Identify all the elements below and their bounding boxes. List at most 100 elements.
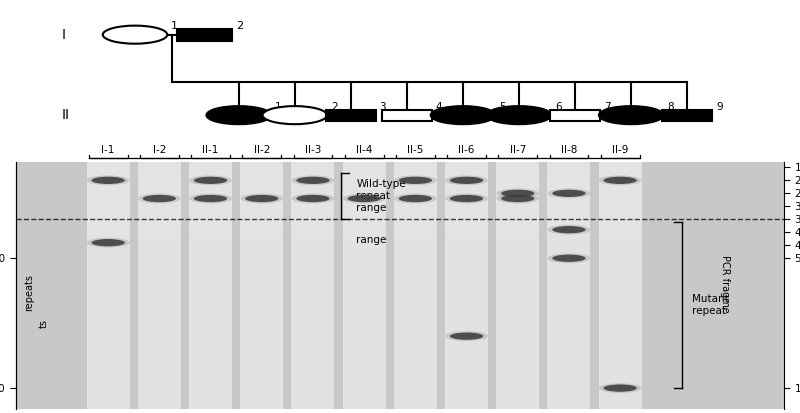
Bar bbox=[547, 268, 590, 274]
Bar bbox=[342, 205, 386, 211]
Bar bbox=[496, 293, 539, 299]
Bar bbox=[291, 322, 334, 328]
Bar bbox=[598, 406, 642, 412]
Bar bbox=[547, 372, 590, 379]
Bar bbox=[342, 389, 386, 395]
Bar bbox=[394, 364, 437, 370]
Bar bbox=[86, 293, 130, 299]
Bar bbox=[342, 301, 386, 307]
Bar bbox=[189, 301, 232, 307]
Bar bbox=[189, 318, 232, 324]
Bar bbox=[291, 326, 334, 332]
Bar bbox=[598, 243, 642, 249]
Bar bbox=[240, 293, 283, 299]
Bar bbox=[394, 339, 437, 345]
Bar bbox=[598, 289, 642, 295]
Bar bbox=[189, 330, 232, 337]
Bar bbox=[342, 356, 386, 362]
Bar bbox=[189, 393, 232, 399]
Bar bbox=[326, 110, 376, 121]
Bar bbox=[240, 192, 283, 199]
Bar bbox=[342, 385, 386, 391]
Text: 1: 1 bbox=[275, 102, 282, 112]
Bar bbox=[291, 263, 334, 270]
Bar bbox=[138, 234, 181, 240]
Bar bbox=[598, 347, 642, 354]
Bar bbox=[86, 162, 130, 409]
Bar bbox=[445, 343, 488, 349]
Bar bbox=[547, 393, 590, 399]
Bar bbox=[598, 184, 642, 190]
Bar bbox=[138, 360, 181, 366]
Bar bbox=[291, 314, 334, 320]
Bar bbox=[189, 364, 232, 370]
Bar bbox=[86, 222, 130, 228]
Bar bbox=[291, 272, 334, 278]
Bar bbox=[138, 159, 181, 165]
Ellipse shape bbox=[206, 106, 271, 124]
Ellipse shape bbox=[292, 176, 334, 185]
Bar bbox=[138, 351, 181, 358]
Bar bbox=[240, 205, 283, 211]
Bar bbox=[342, 272, 386, 278]
Bar bbox=[496, 176, 539, 182]
Bar bbox=[240, 176, 283, 182]
Bar bbox=[662, 110, 712, 121]
Bar bbox=[138, 393, 181, 399]
Bar bbox=[598, 222, 642, 228]
Bar bbox=[394, 180, 437, 186]
Bar bbox=[547, 171, 590, 178]
Bar bbox=[598, 318, 642, 324]
Bar bbox=[342, 401, 386, 408]
Text: 1: 1 bbox=[171, 21, 178, 31]
Bar bbox=[598, 259, 642, 266]
Bar bbox=[342, 162, 386, 409]
Bar bbox=[240, 226, 283, 232]
Bar bbox=[240, 272, 283, 278]
Bar bbox=[86, 201, 130, 207]
Bar bbox=[547, 389, 590, 395]
Bar bbox=[547, 406, 590, 412]
Bar bbox=[445, 301, 488, 307]
Bar bbox=[138, 201, 181, 207]
Bar bbox=[598, 251, 642, 257]
Bar bbox=[189, 347, 232, 354]
Bar bbox=[240, 263, 283, 270]
Bar bbox=[291, 377, 334, 383]
Bar bbox=[86, 251, 130, 257]
Bar bbox=[240, 238, 283, 245]
Bar bbox=[291, 197, 334, 203]
Bar bbox=[291, 238, 334, 245]
Bar bbox=[240, 343, 283, 349]
Ellipse shape bbox=[262, 106, 327, 124]
Bar bbox=[445, 272, 488, 278]
Bar bbox=[598, 356, 642, 362]
Bar bbox=[291, 268, 334, 274]
Ellipse shape bbox=[190, 194, 232, 204]
Bar bbox=[598, 280, 642, 287]
Bar bbox=[342, 192, 386, 199]
Bar bbox=[496, 226, 539, 232]
Bar bbox=[342, 201, 386, 207]
Bar bbox=[240, 377, 283, 383]
Bar bbox=[496, 259, 539, 266]
Bar bbox=[138, 401, 181, 408]
Bar bbox=[342, 188, 386, 195]
Bar bbox=[291, 406, 334, 412]
Bar bbox=[291, 397, 334, 404]
Bar bbox=[342, 167, 386, 173]
Bar bbox=[291, 310, 334, 316]
Bar bbox=[445, 322, 488, 328]
Bar bbox=[138, 310, 181, 316]
Bar bbox=[342, 234, 386, 240]
Bar bbox=[86, 180, 130, 186]
Bar bbox=[394, 401, 437, 408]
Bar bbox=[86, 322, 130, 328]
Ellipse shape bbox=[87, 238, 130, 248]
Bar bbox=[496, 335, 539, 341]
Bar bbox=[496, 192, 539, 199]
Bar bbox=[138, 163, 181, 169]
Bar bbox=[138, 184, 181, 190]
Bar bbox=[445, 351, 488, 358]
Bar bbox=[86, 347, 130, 354]
